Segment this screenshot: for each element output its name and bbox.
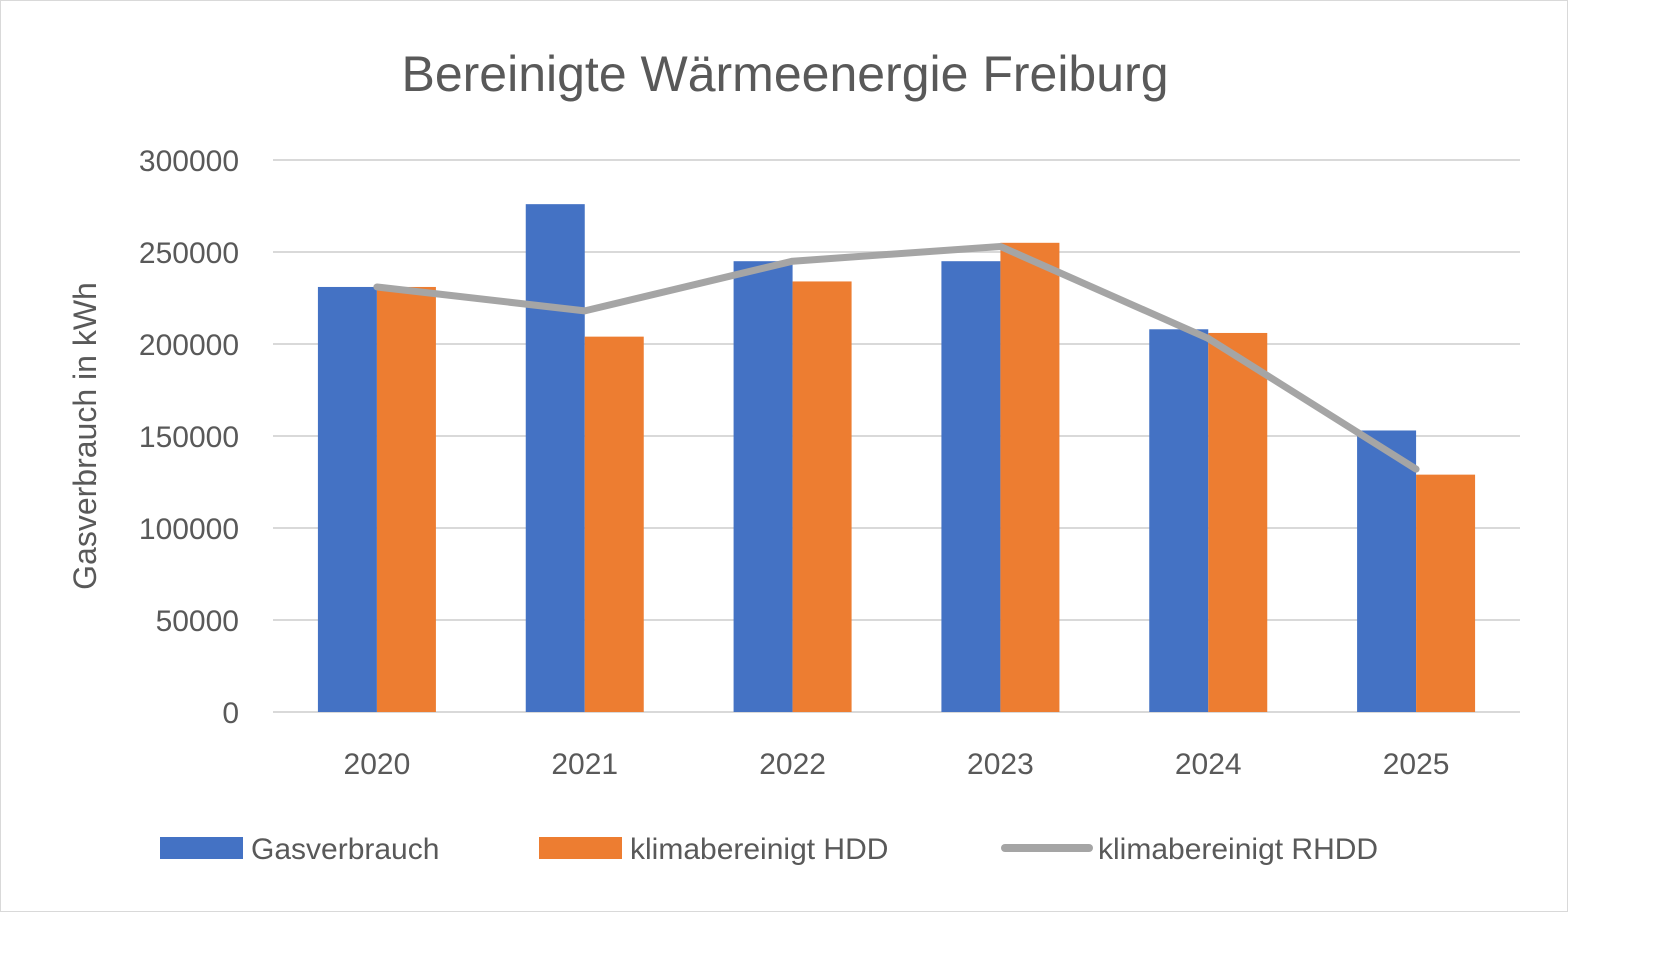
chart-frame: Bereinigte Wärmeenergie Freiburg 0 50000 1…	[0, 0, 1568, 912]
legend-swatch-gasverbrauch	[160, 837, 243, 859]
bar-gasverbrauch-2021	[525, 204, 585, 712]
x-tick-label: 2023	[967, 748, 1034, 781]
line-series	[373, 242, 1420, 473]
y-axis-ticks: 0 50000 100000 150000 200000 250000 300000	[139, 145, 239, 730]
chart-canvas: Bereinigte Wärmeenergie Freiburg 0 50000 1…	[67, 46, 1520, 866]
x-tick-label: 2022	[759, 748, 826, 781]
y-tick-label: 200000	[139, 329, 239, 362]
y-tick-label: 100000	[139, 513, 239, 546]
y-axis-label: Gasverbrauch in kWh	[67, 282, 103, 590]
line-klimabereinigt-rhdd	[373, 242, 1420, 473]
y-tick-label: 300000	[139, 145, 239, 178]
legend-label-gasverbrauch: Gasverbrauch	[251, 833, 439, 866]
bar-klimabereinigt-hdd-2022	[792, 281, 852, 712]
y-tick-label: 0	[222, 697, 239, 730]
bar-klimabereinigt-hdd-2021	[584, 336, 644, 712]
bar-gasverbrauch-2025	[1357, 430, 1417, 712]
bar-gasverbrauch-2023	[941, 261, 1001, 712]
x-tick-label: 2025	[1383, 748, 1450, 781]
legend: Gasverbrauch klimabereinigt HDD klimaberei…	[160, 833, 1378, 866]
legend-label-klimabereinigt-hdd: klimabereinigt HDD	[630, 833, 888, 866]
x-tick-label: 2024	[1175, 748, 1242, 781]
y-tick-label: 50000	[156, 605, 239, 638]
x-tick-label: 2020	[344, 748, 411, 781]
y-tick-label: 150000	[139, 421, 239, 454]
bar-gasverbrauch-2022	[733, 261, 793, 712]
bar-gasverbrauch-2020	[317, 286, 377, 712]
bar-klimabereinigt-hdd-2025	[1416, 474, 1476, 712]
legend-label-klimabereinigt-rhdd: klimabereinigt RHDD	[1098, 833, 1378, 866]
legend-swatch-klimabereinigt-hdd	[539, 837, 622, 859]
bar-klimabereinigt-hdd-2024	[1208, 332, 1268, 712]
x-axis-ticks: 2020 2021 2022 2023 2024 2025	[344, 748, 1450, 781]
bar-klimabereinigt-hdd-2020	[376, 286, 436, 712]
bar-gasverbrauch-2024	[1149, 329, 1209, 712]
gridlines	[273, 159, 1520, 713]
chart-title: Bereinigte Wärmeenergie Freiburg	[401, 46, 1168, 102]
bar-klimabereinigt-hdd-2023	[1000, 242, 1060, 713]
x-tick-label: 2021	[551, 748, 618, 781]
y-tick-label: 250000	[139, 237, 239, 270]
bars	[317, 204, 1476, 713]
